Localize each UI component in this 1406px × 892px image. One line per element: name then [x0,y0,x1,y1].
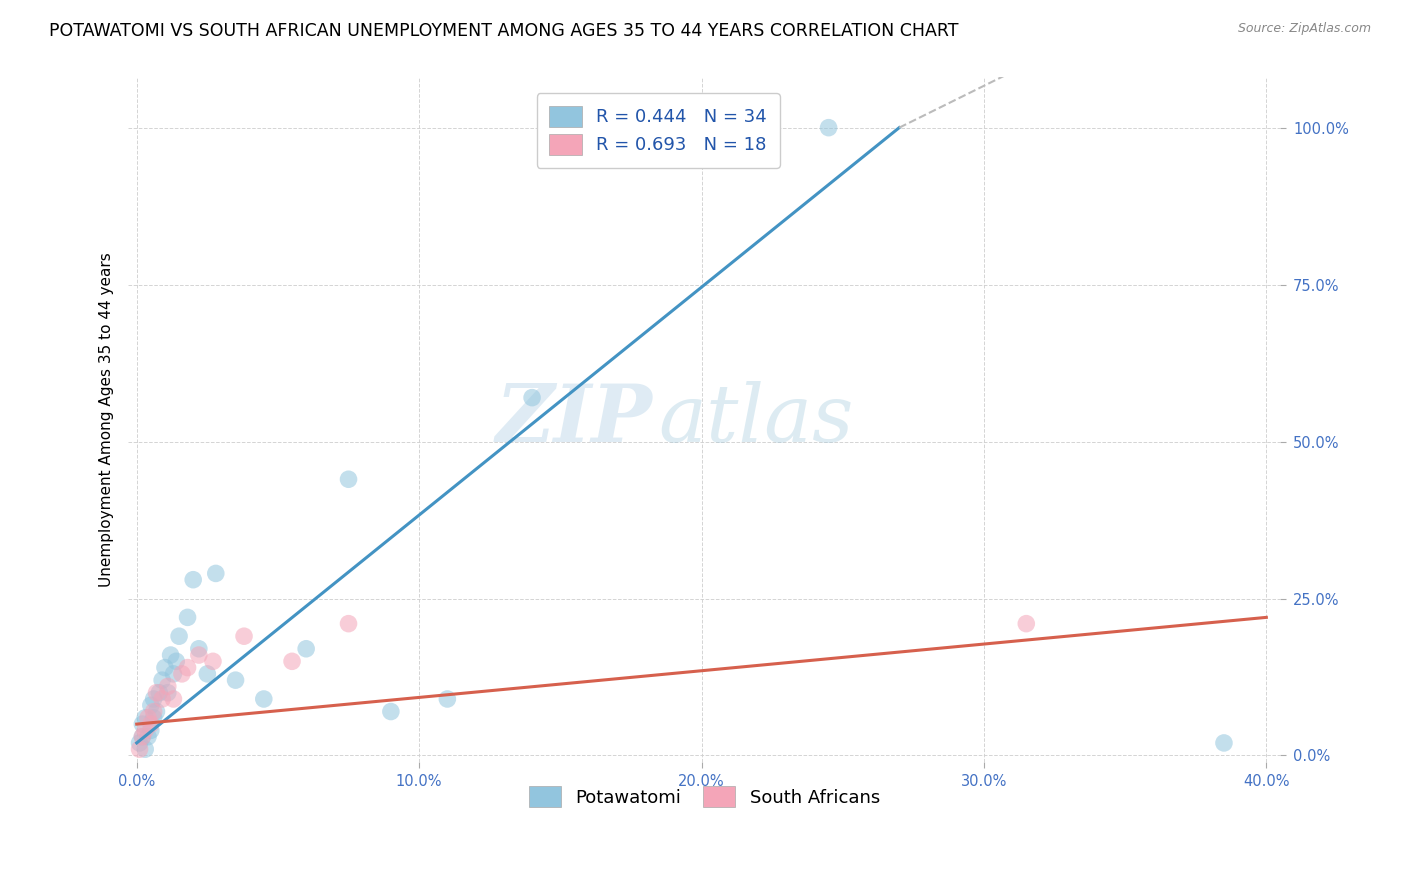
Point [253,692,276,706]
Text: atlas: atlas [658,381,853,458]
Legend: Potawatomi, South Africans: Potawatomi, South Africans [522,779,887,814]
Point [520,391,543,405]
Point [150,692,173,706]
Point [128,742,150,756]
Point [162,692,184,706]
Y-axis label: Unemployment Among Ages 35 to 44 years: Unemployment Among Ages 35 to 44 years [100,252,114,587]
Point [142,711,165,725]
Point [131,730,153,744]
Point [162,666,184,681]
Point [128,736,150,750]
Point [139,717,162,731]
Point [134,711,156,725]
Point [337,616,360,631]
Point [170,666,193,681]
Point [145,686,167,700]
Point [156,680,179,694]
Point [1015,616,1038,631]
Point [136,730,159,744]
Text: Source: ZipAtlas.com: Source: ZipAtlas.com [1237,22,1371,36]
Point [181,573,204,587]
Point [165,654,187,668]
Point [136,711,159,725]
Point [380,705,402,719]
Point [131,730,153,744]
Point [187,641,209,656]
Point [142,692,165,706]
Point [145,705,167,719]
Point [176,610,198,624]
Point [436,692,458,706]
Point [150,673,173,688]
Point [142,705,165,719]
Point [662,120,685,135]
Point [817,120,839,135]
Point [139,698,162,713]
Point [204,566,226,581]
Point [148,686,170,700]
Point [176,660,198,674]
Point [295,641,318,656]
Point [233,629,256,643]
Point [195,666,218,681]
Point [153,660,176,674]
Point [281,654,304,668]
Point [134,723,156,738]
Point [156,686,179,700]
Point [139,723,162,738]
Point [187,648,209,662]
Point [131,717,153,731]
Point [225,673,247,688]
Point [1213,736,1236,750]
Point [159,648,181,662]
Point [201,654,224,668]
Point [134,742,156,756]
Text: ZIP: ZIP [496,381,652,458]
Text: POTAWATOMI VS SOUTH AFRICAN UNEMPLOYMENT AMONG AGES 35 TO 44 YEARS CORRELATION C: POTAWATOMI VS SOUTH AFRICAN UNEMPLOYMENT… [49,22,959,40]
Point [337,472,360,486]
Point [167,629,190,643]
